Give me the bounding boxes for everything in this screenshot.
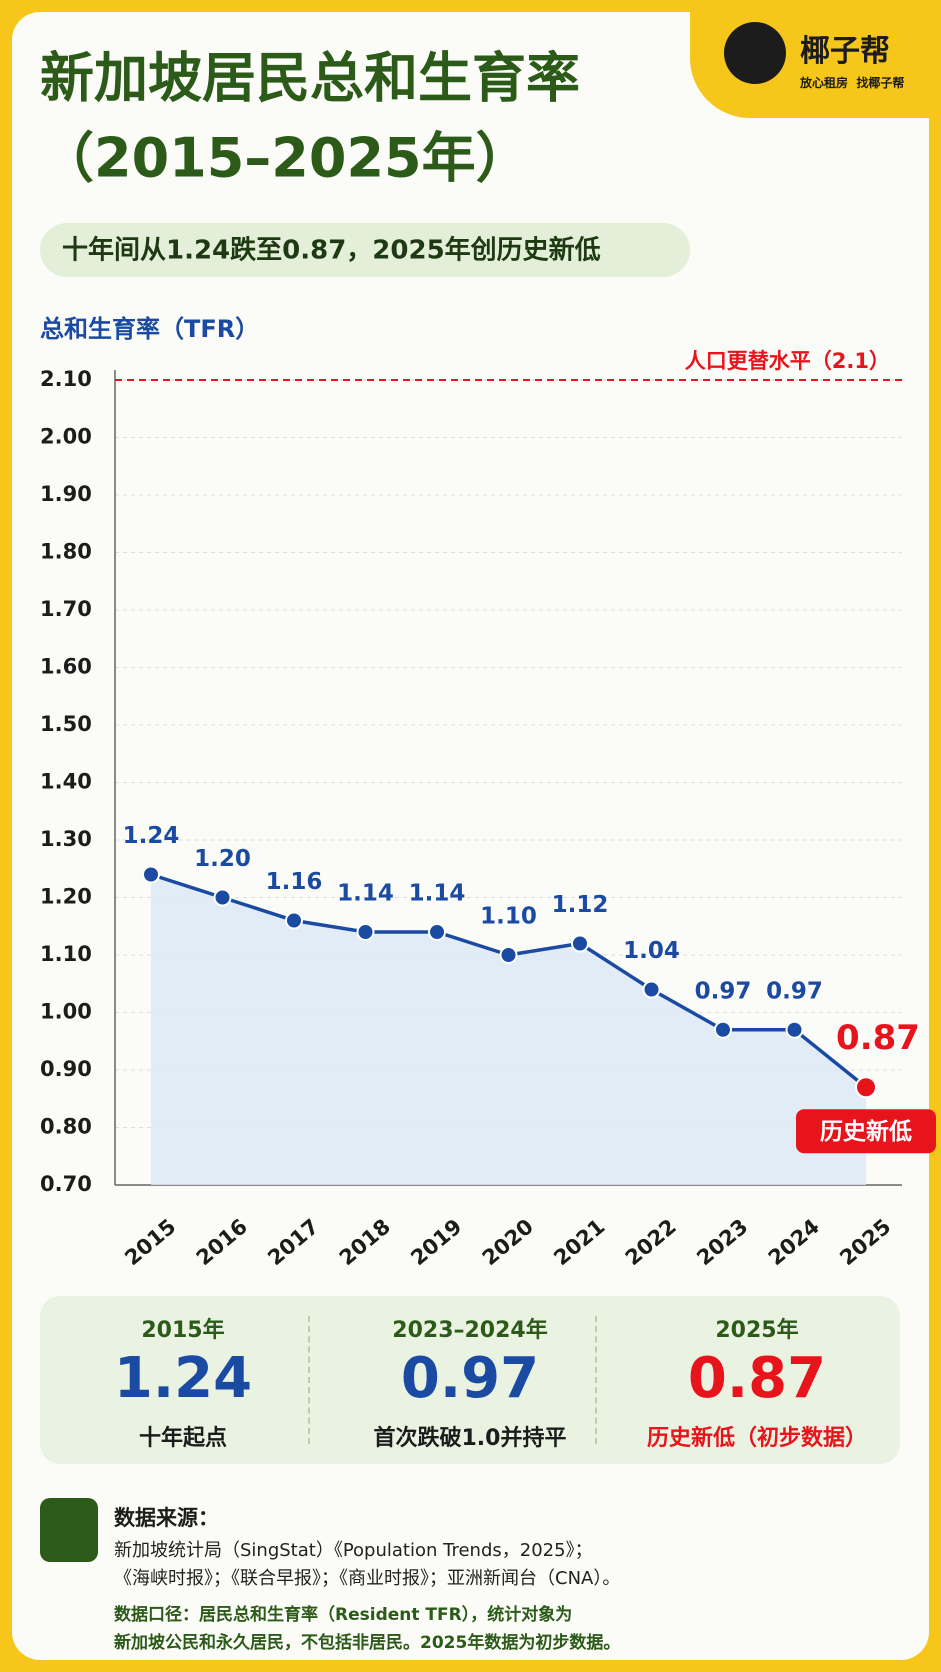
summary-period: 2015年 — [141, 1318, 225, 1343]
y-tick-label: 1.90 — [40, 482, 92, 506]
data-label: 1.20 — [194, 846, 251, 872]
summary-value: 0.97 — [400, 1346, 540, 1411]
y-tick-label: 1.50 — [40, 712, 92, 736]
y-tick-label: 0.90 — [40, 1057, 92, 1081]
summary-note: 首次跌破1.0并持平 — [373, 1426, 567, 1451]
source-line: 《海峡时报》；《联合早报》；《商业时报》；亚洲新闻台（CNA）。 — [114, 1568, 621, 1589]
divider — [308, 1316, 310, 1444]
x-tick-label: 2015 — [120, 1214, 180, 1270]
source-heading: 数据来源： — [114, 1506, 219, 1530]
source-note: 数据口径：居民总和生育率（Resident TFR），统计对象为 — [114, 1605, 573, 1625]
x-tick-label: 2025 — [835, 1214, 895, 1270]
data-label: 0.87 — [836, 1018, 920, 1058]
data-label: 1.12 — [552, 892, 609, 918]
point — [571, 934, 589, 953]
y-tick-label: 1.30 — [40, 827, 92, 851]
y-tick-label: 1.80 — [40, 540, 92, 564]
data-label: 1.14 — [337, 881, 394, 907]
data-label: 1.16 — [266, 869, 323, 895]
point — [855, 1076, 877, 1099]
y-tick-label: 1.40 — [40, 770, 92, 794]
brand-slogan: 放心租房 找椰子帮 — [800, 76, 905, 90]
y-tick-label: 1.60 — [40, 655, 92, 679]
data-label: 1.14 — [409, 881, 466, 907]
x-tick-label: 2024 — [764, 1214, 824, 1270]
area — [151, 874, 866, 1185]
x-tick-label: 2018 — [335, 1214, 395, 1270]
summary-note: 十年起点 — [138, 1426, 227, 1451]
summary-note: 历史新低（初步数据） — [646, 1426, 867, 1451]
chart-title-line2: （2015–2025年） — [40, 127, 530, 190]
y-tick-label: 0.70 — [40, 1172, 92, 1196]
y-tick-label: 1.00 — [40, 1000, 92, 1024]
subtitle: 十年间从1.24跌至0.87，2025年创历史新低 — [62, 235, 601, 266]
reference-label: 人口更替水平（2.1） — [685, 349, 890, 373]
point — [285, 911, 303, 930]
x-tick-label: 2020 — [478, 1214, 538, 1270]
chart: 新加坡居民总和生育率 （2015–2025年） 十年间从1.24跌至0.87，2… — [40, 47, 936, 1270]
point — [499, 946, 518, 964]
summary-panel — [40, 1296, 900, 1464]
x-tick-label: 2017 — [263, 1214, 323, 1270]
divider — [595, 1316, 597, 1444]
point — [714, 1020, 732, 1039]
source-line: 新加坡统计局（SingStat）《Population Trends，2025》… — [114, 1540, 593, 1561]
point — [142, 865, 160, 884]
y-tick-label: 0.80 — [40, 1115, 92, 1139]
data-label: 1.24 — [123, 823, 180, 849]
y-tick-label: 2.00 — [40, 425, 92, 449]
x-tick-label: 2016 — [192, 1214, 252, 1270]
point — [642, 980, 661, 999]
data-label: 0.97 — [766, 978, 823, 1004]
summary-period: 2025年 — [715, 1318, 799, 1343]
chart-title: 新加坡居民总和生育率 — [40, 47, 580, 110]
brand-name: 椰子帮 — [800, 34, 890, 69]
y-tick-label: 1.20 — [40, 885, 92, 909]
point — [785, 1020, 804, 1039]
point — [428, 923, 446, 941]
logo-icon — [724, 22, 786, 84]
y-axis-label: 总和生育率（TFR） — [40, 315, 259, 343]
annotation: 历史新低 — [820, 1118, 912, 1145]
x-tick-label: 2023 — [692, 1214, 752, 1270]
point — [213, 888, 232, 907]
y-tick-label: 2.10 — [40, 367, 92, 391]
summary-value: 1.24 — [113, 1346, 253, 1411]
x-tick-label: 2021 — [549, 1214, 609, 1270]
subtitle-pill — [40, 223, 690, 277]
annotation-box — [796, 1109, 936, 1154]
x-tick-label: 2019 — [406, 1214, 466, 1270]
x-tick-label: 2022 — [621, 1214, 681, 1270]
y-tick-label: 1.10 — [40, 942, 92, 966]
point — [356, 923, 375, 941]
source-icon — [40, 1498, 98, 1562]
data-label: 0.97 — [695, 978, 752, 1004]
summary-period: 2023–2024年 — [392, 1318, 548, 1343]
data-label: 1.04 — [623, 938, 680, 964]
y-tick-label: 1.70 — [40, 597, 92, 621]
data-label: 1.10 — [480, 904, 537, 930]
source-note: 新加坡公民和永久居民，不包括非居民。2025年数据为初步数据。 — [114, 1633, 621, 1653]
summary-value: 0.87 — [687, 1346, 827, 1411]
